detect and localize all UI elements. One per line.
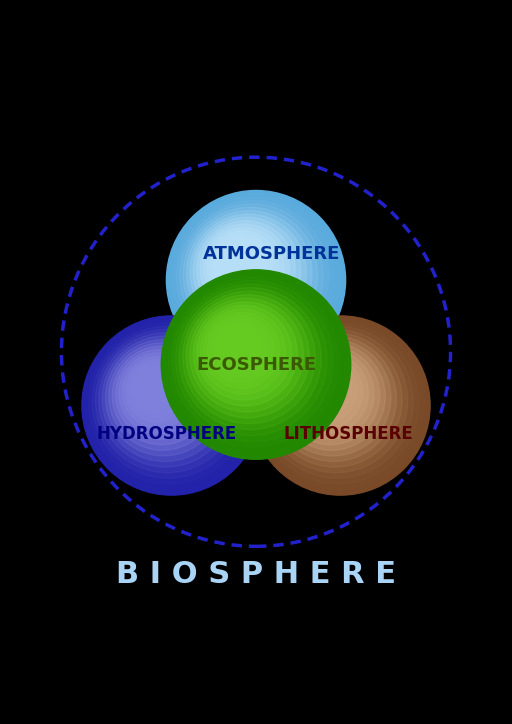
- Circle shape: [218, 327, 256, 365]
- Circle shape: [281, 346, 380, 445]
- Circle shape: [146, 380, 155, 389]
- Circle shape: [251, 316, 430, 495]
- Circle shape: [180, 204, 323, 348]
- Circle shape: [220, 244, 256, 280]
- Text: HYDROSPHERE: HYDROSPHERE: [96, 425, 237, 442]
- Circle shape: [210, 234, 273, 297]
- Circle shape: [102, 336, 227, 461]
- Circle shape: [268, 333, 402, 467]
- Circle shape: [285, 350, 374, 439]
- Circle shape: [183, 207, 317, 342]
- Circle shape: [274, 340, 391, 456]
- Circle shape: [186, 211, 312, 336]
- Circle shape: [116, 350, 205, 439]
- Circle shape: [224, 248, 250, 274]
- Circle shape: [227, 251, 245, 269]
- Circle shape: [204, 313, 280, 388]
- Circle shape: [119, 353, 200, 434]
- Circle shape: [291, 356, 363, 428]
- Text: B I O S P H E R E: B I O S P H E R E: [116, 560, 396, 589]
- Circle shape: [161, 270, 351, 459]
- Circle shape: [225, 334, 244, 353]
- Circle shape: [207, 316, 274, 382]
- Circle shape: [109, 342, 216, 450]
- Circle shape: [207, 231, 279, 303]
- Circle shape: [186, 295, 309, 418]
- Circle shape: [176, 284, 327, 436]
- Circle shape: [197, 306, 291, 400]
- Circle shape: [264, 329, 408, 473]
- Circle shape: [261, 326, 413, 479]
- Circle shape: [305, 370, 340, 405]
- Circle shape: [190, 214, 306, 330]
- Circle shape: [193, 302, 297, 406]
- Circle shape: [166, 190, 346, 370]
- Circle shape: [132, 366, 177, 411]
- Circle shape: [278, 342, 386, 450]
- Circle shape: [294, 360, 357, 422]
- Circle shape: [99, 333, 233, 467]
- Circle shape: [298, 363, 352, 417]
- Circle shape: [288, 353, 369, 434]
- Text: ECOSPHERE: ECOSPHERE: [196, 355, 316, 374]
- Circle shape: [217, 241, 262, 286]
- Circle shape: [215, 323, 262, 371]
- Circle shape: [311, 376, 329, 395]
- Circle shape: [172, 280, 333, 442]
- Circle shape: [129, 363, 183, 417]
- Circle shape: [200, 224, 290, 313]
- Circle shape: [193, 217, 301, 325]
- Circle shape: [183, 291, 315, 424]
- Circle shape: [136, 370, 172, 405]
- Circle shape: [203, 227, 284, 308]
- Circle shape: [301, 366, 346, 411]
- Circle shape: [95, 329, 239, 473]
- Circle shape: [315, 380, 324, 389]
- Text: ATMOSPHERE: ATMOSPHERE: [203, 245, 340, 264]
- Circle shape: [197, 221, 295, 319]
- Circle shape: [200, 309, 286, 394]
- Circle shape: [222, 330, 250, 358]
- Circle shape: [92, 326, 244, 479]
- Circle shape: [122, 356, 194, 428]
- Circle shape: [308, 373, 335, 400]
- Circle shape: [139, 373, 166, 400]
- Circle shape: [125, 360, 188, 422]
- Circle shape: [230, 254, 239, 264]
- Circle shape: [271, 336, 396, 461]
- Circle shape: [179, 287, 321, 429]
- Circle shape: [112, 346, 211, 445]
- Circle shape: [189, 298, 303, 412]
- Circle shape: [105, 340, 222, 456]
- Circle shape: [177, 201, 329, 353]
- Circle shape: [211, 319, 268, 376]
- Circle shape: [229, 337, 238, 347]
- Circle shape: [82, 316, 261, 495]
- Circle shape: [214, 237, 267, 291]
- Circle shape: [142, 376, 160, 395]
- Text: LITHOSPHERE: LITHOSPHERE: [283, 425, 413, 442]
